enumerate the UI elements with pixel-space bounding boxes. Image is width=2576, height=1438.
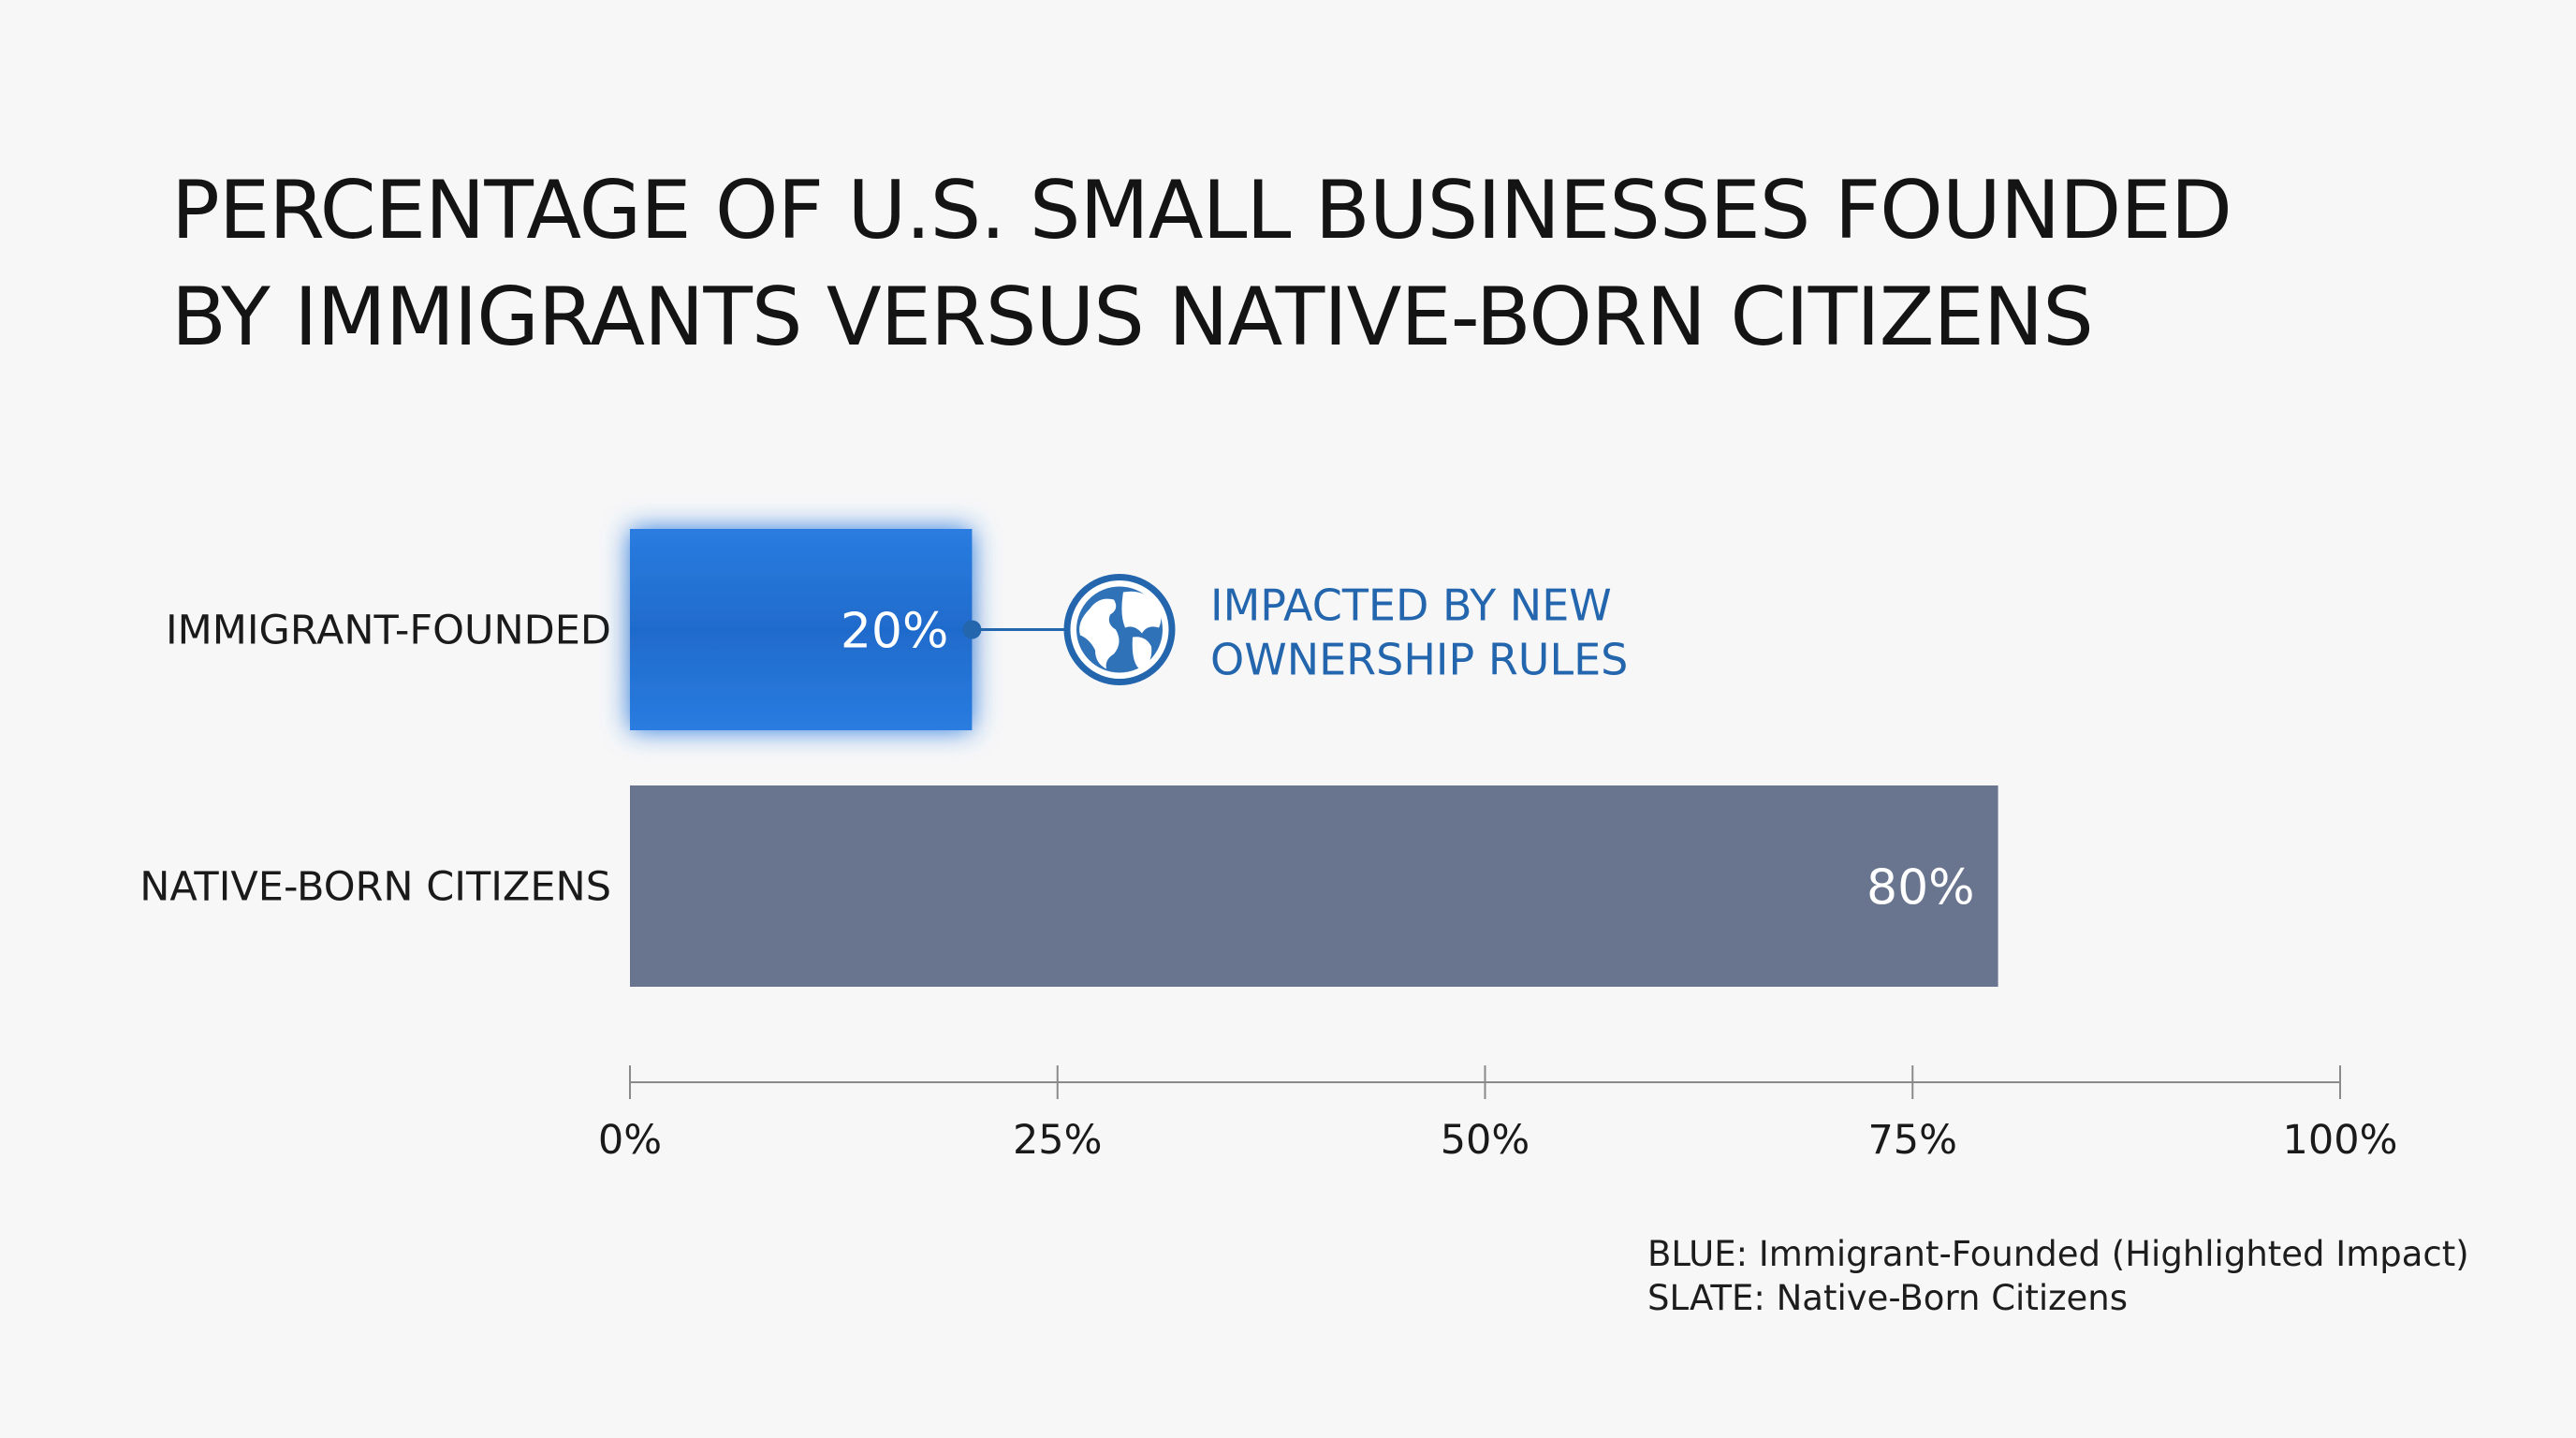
bar-immigrant-founded xyxy=(630,529,973,730)
legend: BLUE: Immigrant-Founded (Highlighted Imp… xyxy=(1647,1232,2469,1320)
x-tick-label-0: 0% xyxy=(598,1117,662,1164)
bar-value-label-immigrant-founded: 20% xyxy=(841,604,949,660)
bar-value-label-native-born-citizens: 80% xyxy=(1866,860,1975,917)
chart-title-line-2: BY IMMIGRANTS VERSUS NATIVE-BORN CITIZEN… xyxy=(171,271,2094,364)
x-tick-label-75: 75% xyxy=(1867,1117,1957,1164)
annotation-line-1: IMPACTED BY NEW xyxy=(1210,580,1612,631)
callout-dot xyxy=(962,620,982,639)
bar-native-born-citizens xyxy=(630,785,1998,987)
chart-title-line-1: PERCENTAGE OF U.S. SMALL BUSINESSES FOUN… xyxy=(171,164,2232,257)
x-tick-label-100: 100% xyxy=(2283,1117,2398,1164)
chart-title: PERCENTAGE OF U.S. SMALL BUSINESSES FOUN… xyxy=(171,157,2465,371)
category-label-immigrant-founded: IMMIGRANT-FOUNDED xyxy=(166,608,611,654)
globe-icon xyxy=(1063,574,1176,685)
legend-item-slate: SLATE: Native-Born Citizens xyxy=(1647,1278,2129,1318)
legend-item-blue: BLUE: Immigrant-Founded (Highlighted Imp… xyxy=(1647,1234,2469,1274)
annotation-line-2: OWNERSHIP RULES xyxy=(1210,635,1628,685)
bars-layer: IMMIGRANT-FOUNDED 20% NATIVE-BORN CITIZENS… xyxy=(139,529,1998,987)
x-axis: 0% 25% 50% 75% 100% xyxy=(598,1065,2398,1164)
x-tick-label-50: 50% xyxy=(1441,1117,1530,1164)
category-label-native-born-citizens: NATIVE-BORN CITIZENS xyxy=(139,864,611,911)
x-tick-label-25: 25% xyxy=(1013,1117,1103,1164)
